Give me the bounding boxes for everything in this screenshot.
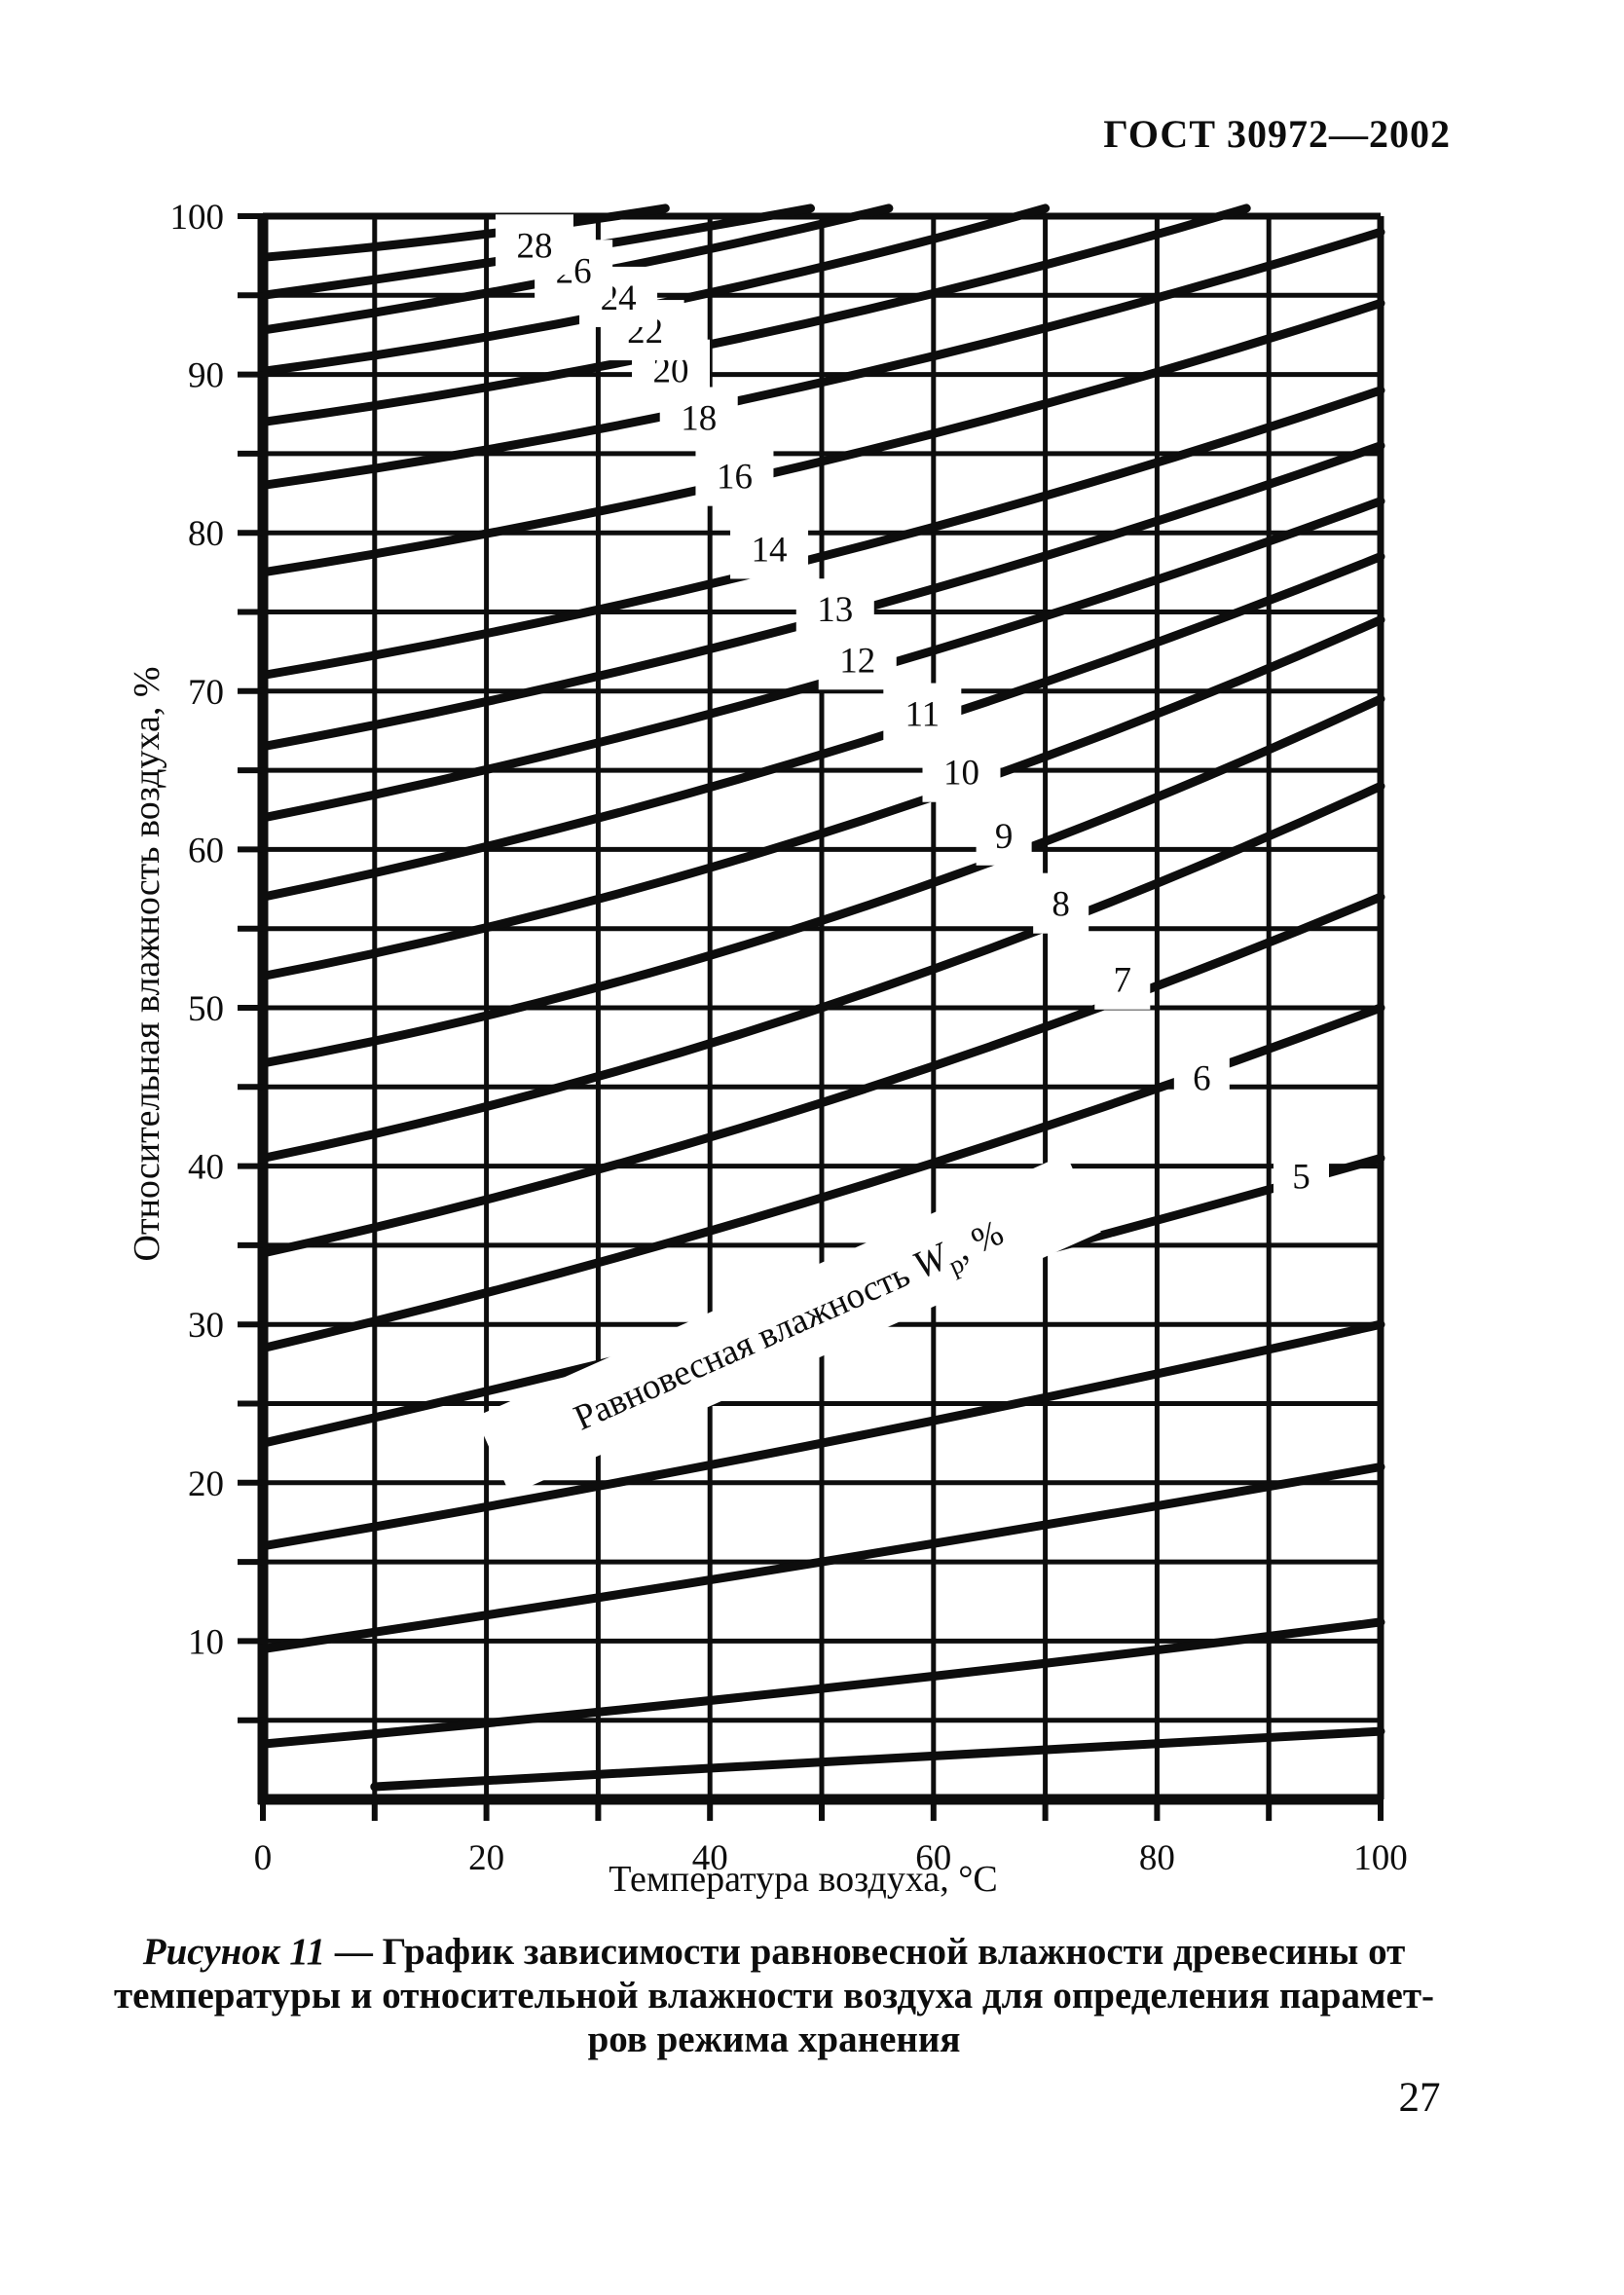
y-axis-title: Относительная влажность воздуха, % xyxy=(127,667,167,1262)
y-tick-label: 20 xyxy=(188,1464,224,1504)
figure-caption-line2: температуры и относительной влажности во… xyxy=(113,1975,1434,2017)
emc-curve-label-gap-28 xyxy=(495,214,573,276)
y-tick-label: 10 xyxy=(188,1622,224,1662)
family-label-band xyxy=(475,1153,1101,1496)
emc-curve-label-13: 13 xyxy=(817,590,853,630)
emc-curve-20 xyxy=(258,204,1251,426)
emc-curve-label-8: 8 xyxy=(1052,885,1070,925)
x-axis-title: Температура воздуха, °С xyxy=(609,1859,997,1900)
emc-curve-label-11: 11 xyxy=(904,695,940,735)
emc-curve-9 xyxy=(258,694,1385,1068)
y-tick-label: 30 xyxy=(188,1306,224,1346)
y-tick-label: 80 xyxy=(188,514,224,554)
figure-caption-line3: ров режима хранения xyxy=(587,2018,961,2060)
emc-curve-7 xyxy=(258,892,1385,1258)
x-tick-label: 100 xyxy=(1353,1838,1408,1878)
y-tick-label: 90 xyxy=(188,356,224,396)
emc-curve-1 xyxy=(370,1726,1385,1792)
y-tick-label: 60 xyxy=(188,831,224,870)
emc-curve-label-6: 6 xyxy=(1193,1059,1211,1099)
emc-curve-label-18: 18 xyxy=(681,399,717,439)
emc-curve-label-12: 12 xyxy=(839,641,875,681)
emc-curve-label-gap-16 xyxy=(695,445,774,506)
emc-curve-label-gap-13 xyxy=(795,578,874,640)
emc-curve-label-gap-14 xyxy=(730,518,809,579)
emc-curve-28 xyxy=(258,204,670,262)
emc-curve-16 xyxy=(258,298,1385,577)
figure-caption-line1: — График зависимости равновесной влажнос… xyxy=(325,1931,1406,1973)
emc-curve-label-9: 9 xyxy=(995,817,1014,857)
x-tick-label: 20 xyxy=(468,1838,504,1878)
emc-curve-label-5: 5 xyxy=(1292,1157,1310,1197)
emc-curve-label-gap-11 xyxy=(883,683,962,744)
emc-curve-label-gap-6 xyxy=(1173,1047,1230,1108)
x-tick-label: 0 xyxy=(254,1838,273,1878)
emc-curve-2 xyxy=(258,1617,1385,1749)
y-tick-label: 100 xyxy=(170,198,225,238)
emc-curve-8 xyxy=(258,781,1385,1163)
emc-curve-10 xyxy=(258,615,1385,981)
document-code: ГОСТ 30972—2002 xyxy=(1103,112,1451,156)
emc-curve-11 xyxy=(258,552,1385,902)
emc-curve-label-7: 7 xyxy=(1114,961,1132,1001)
emc-curve-label-gap-5 xyxy=(1273,1145,1329,1206)
emc-curve-label-gap-12 xyxy=(818,629,897,690)
y-tick-label: 40 xyxy=(188,1148,224,1188)
emc-curve-4 xyxy=(258,1319,1385,1551)
emc-curve-label-gap-7 xyxy=(1094,948,1151,1010)
emc-curve-label-10: 10 xyxy=(943,754,979,794)
emc-curve-label-gap-9 xyxy=(976,804,1032,866)
page-number: 27 xyxy=(1398,2075,1441,2121)
emc-chart: Равновесная влажность Wр, %5678910111213… xyxy=(127,198,1408,1900)
y-tick-label: 50 xyxy=(188,989,224,1029)
emc-curve-label-gap-8 xyxy=(1033,872,1089,934)
x-tick-label: 60 xyxy=(915,1838,951,1878)
emc-curve-label-28: 28 xyxy=(516,226,552,266)
figure-caption: Рисунок 11 — График зависимости равновес… xyxy=(101,1930,1447,2061)
emc-curve-3 xyxy=(258,1462,1385,1653)
figure-11-chart-area: Равновесная влажность Wр, % 5 6 7 8 9 10 11 12 13… xyxy=(127,198,1408,1900)
emc-curve-label-16: 16 xyxy=(717,458,753,498)
x-tick-label: 80 xyxy=(1139,1838,1175,1878)
figure-caption-label: Рисунок 11 xyxy=(142,1931,326,1973)
emc-curve-18 xyxy=(258,227,1385,490)
emc-curve-label-14: 14 xyxy=(752,530,788,570)
emc-curve-label-gap-10 xyxy=(922,741,1001,802)
x-tick-label: 40 xyxy=(692,1838,728,1878)
y-tick-label: 70 xyxy=(188,673,224,713)
emc-curve-14 xyxy=(258,386,1385,680)
